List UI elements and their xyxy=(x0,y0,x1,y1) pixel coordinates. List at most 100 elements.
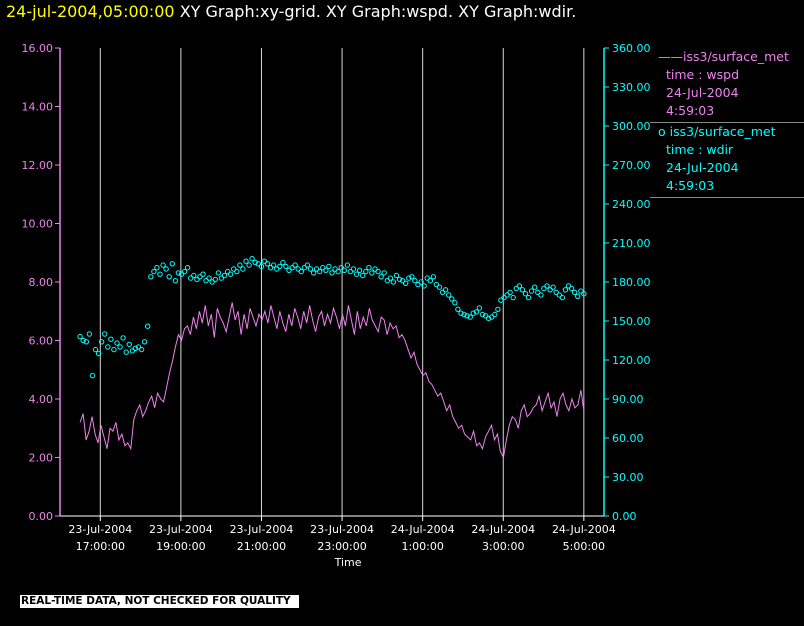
right-tick-label: 150.00 xyxy=(612,315,651,328)
legend-entry-wspd: ——iss3/surface_met time : wspd 24-Jul-20… xyxy=(650,48,804,123)
wdir-point xyxy=(146,324,150,328)
wdir-point xyxy=(158,272,162,276)
wdir-point xyxy=(87,332,91,336)
wdir-point xyxy=(477,306,481,310)
right-tick-label: 240.00 xyxy=(612,198,651,211)
wdir-point xyxy=(560,295,564,299)
wdir-point xyxy=(216,271,220,275)
wdir-point xyxy=(520,288,524,292)
wdir-point xyxy=(170,262,174,266)
x-tick-time-label: 23:00:00 xyxy=(317,540,366,553)
right-tick-label: 210.00 xyxy=(612,237,651,250)
left-tick-label: 8.00 xyxy=(29,276,54,289)
x-tick-date-label: 23-Jul-2004 xyxy=(310,523,374,536)
wdir-point xyxy=(112,347,116,351)
wdir-point xyxy=(318,269,322,273)
wdir-point xyxy=(106,345,110,349)
wdir-point xyxy=(404,281,408,285)
wdir-point xyxy=(109,337,113,341)
wdir-point xyxy=(388,276,392,280)
legend: ——iss3/surface_met time : wspd 24-Jul-20… xyxy=(650,48,804,198)
wdir-point xyxy=(124,350,128,354)
x-tick-time-label: 17:00:00 xyxy=(76,540,125,553)
x-tick-date-label: 24-Jul-2004 xyxy=(552,523,616,536)
wdir-point xyxy=(228,272,232,276)
x-tick-time-label: 5:00:00 xyxy=(563,540,605,553)
wdir-point xyxy=(357,268,361,272)
wdir-point xyxy=(164,267,168,271)
legend-wspd-time: 4:59:03 xyxy=(666,102,804,120)
x-tick-time-label: 1:00:00 xyxy=(401,540,443,553)
x-tick-time-label: 21:00:00 xyxy=(237,540,286,553)
wdir-point xyxy=(569,286,573,290)
right-tick-label: 30.00 xyxy=(612,471,644,484)
wdir-point xyxy=(508,290,512,294)
wdir-point xyxy=(496,307,500,311)
wdir-point xyxy=(437,285,441,289)
wdir-point xyxy=(118,345,122,349)
wdir-point xyxy=(428,279,432,283)
wdir-point xyxy=(345,263,349,267)
legend-wdir-var: time : wdir xyxy=(666,141,804,159)
legend-wdir-time: 4:59:03 xyxy=(666,177,804,195)
wdir-point xyxy=(93,347,97,351)
wdir-point xyxy=(456,307,460,311)
wdir-point xyxy=(443,288,447,292)
wdir-point xyxy=(511,295,515,299)
right-tick-label: 360.00 xyxy=(612,42,651,55)
wdir-point xyxy=(379,275,383,279)
legend-wdir-date: 24-Jul-2004 xyxy=(666,159,804,177)
wdir-point xyxy=(201,272,205,276)
wdir-point xyxy=(367,266,371,270)
wdir-point xyxy=(173,279,177,283)
wdir-point xyxy=(330,271,334,275)
legend-wdir-name: iss3/surface_met xyxy=(670,124,776,139)
wdir-point xyxy=(572,290,576,294)
wdir-point xyxy=(299,269,303,273)
wdir-point xyxy=(523,292,527,296)
wdir-point xyxy=(244,259,248,263)
wdir-point xyxy=(545,284,549,288)
wdir-point xyxy=(103,332,107,336)
grid-layer xyxy=(100,48,584,516)
wdir-point xyxy=(142,340,146,344)
wdir-point xyxy=(447,293,451,297)
legend-wspd-name: iss3/surface_met xyxy=(683,49,789,64)
wdir-point xyxy=(161,263,165,267)
wdir-point xyxy=(308,267,312,271)
wdir-point xyxy=(235,269,239,273)
left-tick-label: 16.00 xyxy=(22,42,54,55)
legend-circle-symbol: o xyxy=(658,124,666,139)
right-tick-label: 60.00 xyxy=(612,432,644,445)
left-tick-label: 0.00 xyxy=(29,510,54,523)
wdir-point xyxy=(149,275,153,279)
legend-entry-wdir: o iss3/surface_met time : wdir 24-Jul-20… xyxy=(650,123,804,198)
right-tick-label: 300.00 xyxy=(612,120,651,133)
legend-wspd-date: 24-Jul-2004 xyxy=(666,84,804,102)
wdir-point xyxy=(241,267,245,271)
wdir-point xyxy=(238,263,242,267)
wdir-point xyxy=(155,266,159,270)
wdir-point xyxy=(90,373,94,377)
quality-warning-note: REAL-TIME DATA, NOT CHECKED FOR QUALITY xyxy=(20,595,299,608)
right-tick-label: 330.00 xyxy=(612,81,651,94)
wdir-point xyxy=(431,275,435,279)
right-tick-label: 270.00 xyxy=(612,159,651,172)
wdir-point xyxy=(517,284,521,288)
wdir-point xyxy=(529,289,533,293)
wdir-point xyxy=(121,336,125,340)
wdir-point xyxy=(167,275,171,279)
wdir-point xyxy=(342,268,346,272)
wdir-point xyxy=(450,297,454,301)
wdir-point xyxy=(182,269,186,273)
wdir-point xyxy=(278,264,282,268)
wdir-point xyxy=(551,285,555,289)
right-tick-label: 180.00 xyxy=(612,276,651,289)
wdir-point xyxy=(265,262,269,266)
wdir-point xyxy=(391,280,395,284)
wdir-point xyxy=(324,268,328,272)
wdir-point xyxy=(351,267,355,271)
wdir-point xyxy=(250,256,254,260)
wdir-point xyxy=(533,285,537,289)
wdir-point xyxy=(271,263,275,267)
